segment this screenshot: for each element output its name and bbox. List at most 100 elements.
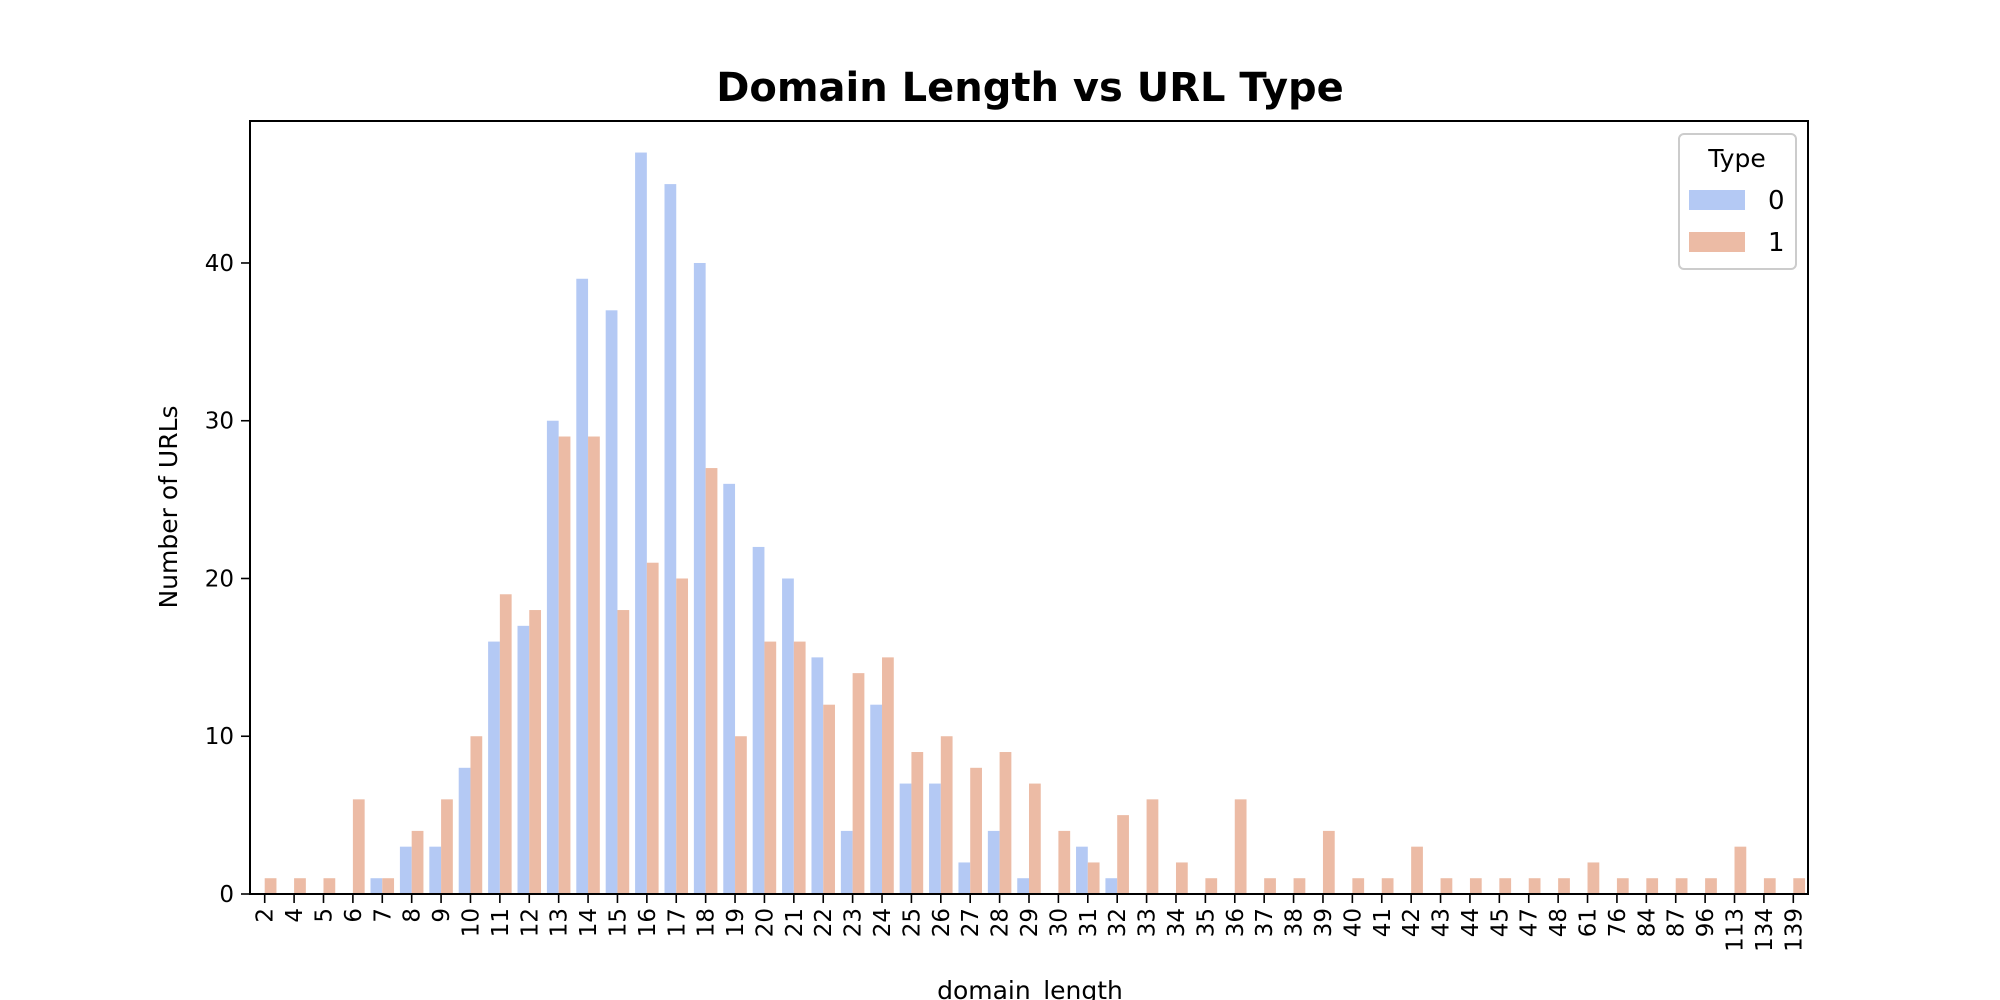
y-tick-label: 40 xyxy=(205,251,234,277)
bar-type-1-len-13 xyxy=(558,436,571,894)
bar-type-1-len-27 xyxy=(970,767,982,894)
y-tick-label: 10 xyxy=(205,724,234,750)
x-tick-label: 9 xyxy=(429,908,455,923)
bar-type-0-len-16 xyxy=(635,152,647,895)
bar-type-1-len-43 xyxy=(1440,878,1453,894)
bar-type-1-len-11 xyxy=(499,594,512,894)
legend-swatch-type-1 xyxy=(1689,232,1745,252)
bar-type-1-len-44 xyxy=(1469,878,1482,894)
x-tick-label: 31 xyxy=(1076,908,1102,937)
bar-type-1-len-33 xyxy=(1146,799,1159,894)
bar-type-1-len-35 xyxy=(1205,878,1218,894)
bar-type-0-len-23 xyxy=(840,830,853,894)
bar-type-0-len-17 xyxy=(664,184,677,895)
bar-type-0-len-8 xyxy=(399,846,412,894)
bar-type-1-len-139 xyxy=(1793,878,1806,894)
y-axis: 0 10 20 30 40 xyxy=(205,251,250,908)
bar-type-1-len-61 xyxy=(1587,862,1600,894)
x-tick-label: 84 xyxy=(1634,908,1660,937)
bar-type-1-len-8 xyxy=(411,830,424,894)
x-tick-label: 35 xyxy=(1193,908,1219,937)
x-tick-label: 18 xyxy=(694,908,720,937)
bar-type-1-len-96 xyxy=(1705,878,1717,894)
bar-type-1-len-18 xyxy=(705,468,718,894)
x-tick-label: 33 xyxy=(1135,908,1161,937)
bar-type-1-len-34 xyxy=(1175,862,1188,894)
bar-type-1-len-36 xyxy=(1234,799,1247,894)
x-tick-label: 41 xyxy=(1370,908,1396,937)
x-tick-label: 27 xyxy=(958,908,984,937)
bar-type-1-len-41 xyxy=(1381,878,1394,894)
x-tick-label: 76 xyxy=(1605,908,1631,937)
x-tick-label: 13 xyxy=(547,908,573,937)
x-tick-label: 12 xyxy=(517,908,543,937)
bar-type-1-len-32 xyxy=(1117,815,1129,894)
bar-type-0-len-20 xyxy=(752,546,765,894)
bar-type-1-len-6 xyxy=(352,799,365,894)
bar-type-0-len-25 xyxy=(899,783,912,894)
bar-type-1-len-5 xyxy=(323,878,336,894)
x-tick-label: 34 xyxy=(1164,908,1190,937)
x-tick-label: 7 xyxy=(370,908,396,923)
bar-type-1-len-45 xyxy=(1499,878,1512,894)
bar-type-1-len-23 xyxy=(852,673,865,894)
bar-type-1-len-38 xyxy=(1293,878,1306,894)
x-tick-label: 42 xyxy=(1399,908,1425,937)
bar-type-1-len-29 xyxy=(1029,783,1041,894)
x-tick-label: 38 xyxy=(1282,908,1308,937)
x-tick-label: 21 xyxy=(782,908,808,937)
bar-type-1-len-24 xyxy=(882,657,894,894)
bar-type-1-len-15 xyxy=(617,610,630,894)
chart-title: Domain Length vs URL Type xyxy=(716,65,1344,111)
bar-type-1-len-134 xyxy=(1763,878,1776,894)
y-tick-label: 20 xyxy=(205,566,234,592)
bar-type-1-len-4 xyxy=(294,878,306,894)
x-tick-label: 48 xyxy=(1546,908,1572,937)
bar-type-1-len-28 xyxy=(999,752,1012,894)
x-tick-label: 134 xyxy=(1752,908,1778,952)
bar-type-1-len-26 xyxy=(940,736,953,894)
bar-type-1-len-14 xyxy=(588,436,600,894)
x-tick-label: 24 xyxy=(870,908,896,937)
x-tick-label: 30 xyxy=(1046,908,1072,937)
x-tick-label: 17 xyxy=(664,908,690,937)
legend-swatch-type-0 xyxy=(1689,190,1745,210)
x-tick-label: 26 xyxy=(929,908,955,937)
bar-type-1-len-16 xyxy=(646,562,659,894)
y-tick-label: 0 xyxy=(219,882,234,908)
bar-type-1-len-2 xyxy=(264,878,277,894)
bar-type-1-len-31 xyxy=(1087,862,1100,894)
x-tick-label: 8 xyxy=(400,908,426,923)
bar-type-0-len-12 xyxy=(517,625,530,894)
bar-type-0-len-27 xyxy=(958,862,971,894)
bar-type-0-len-7 xyxy=(370,878,383,894)
x-tick-label: 96 xyxy=(1693,908,1719,937)
x-tick-label: 19 xyxy=(723,908,749,937)
bar-type-1-len-9 xyxy=(441,799,453,894)
y-axis-label: Number of URLs xyxy=(154,405,183,608)
x-tick-label: 45 xyxy=(1487,908,1513,937)
x-tick-label: 61 xyxy=(1576,908,1602,937)
x-tick-label: 28 xyxy=(988,908,1014,937)
legend: Type 0 1 xyxy=(1678,133,1797,270)
bar-type-1-len-12 xyxy=(529,610,542,894)
x-axis: 2 4 5 6 7 8 9 10 11 12 13 14 15 16 17 18 19 20 21 22 23 24 25 2… xyxy=(253,894,1807,952)
bar-type-0-len-19 xyxy=(723,483,736,894)
bar-type-1-len-22 xyxy=(823,704,835,894)
x-tick-label: 4 xyxy=(282,908,308,923)
bar-type-0-len-21 xyxy=(782,578,794,894)
bar-type-0-len-32 xyxy=(1105,878,1118,894)
bar-type-1-len-37 xyxy=(1264,878,1276,894)
bar-type-0-len-22 xyxy=(811,657,824,894)
bar-type-1-len-39 xyxy=(1322,830,1335,894)
x-tick-label: 2 xyxy=(253,908,279,923)
x-tick-label: 29 xyxy=(1017,908,1043,937)
bar-type-0-len-13 xyxy=(546,420,559,894)
bar-type-1-len-7 xyxy=(382,878,395,894)
bar-type-1-len-87 xyxy=(1675,878,1688,894)
x-tick-label: 16 xyxy=(635,908,661,937)
bar-type-1-len-84 xyxy=(1646,878,1659,894)
x-tick-label: 32 xyxy=(1105,908,1131,937)
legend-label-type-0: 0 xyxy=(1768,186,1785,216)
x-tick-label: 37 xyxy=(1252,908,1278,937)
